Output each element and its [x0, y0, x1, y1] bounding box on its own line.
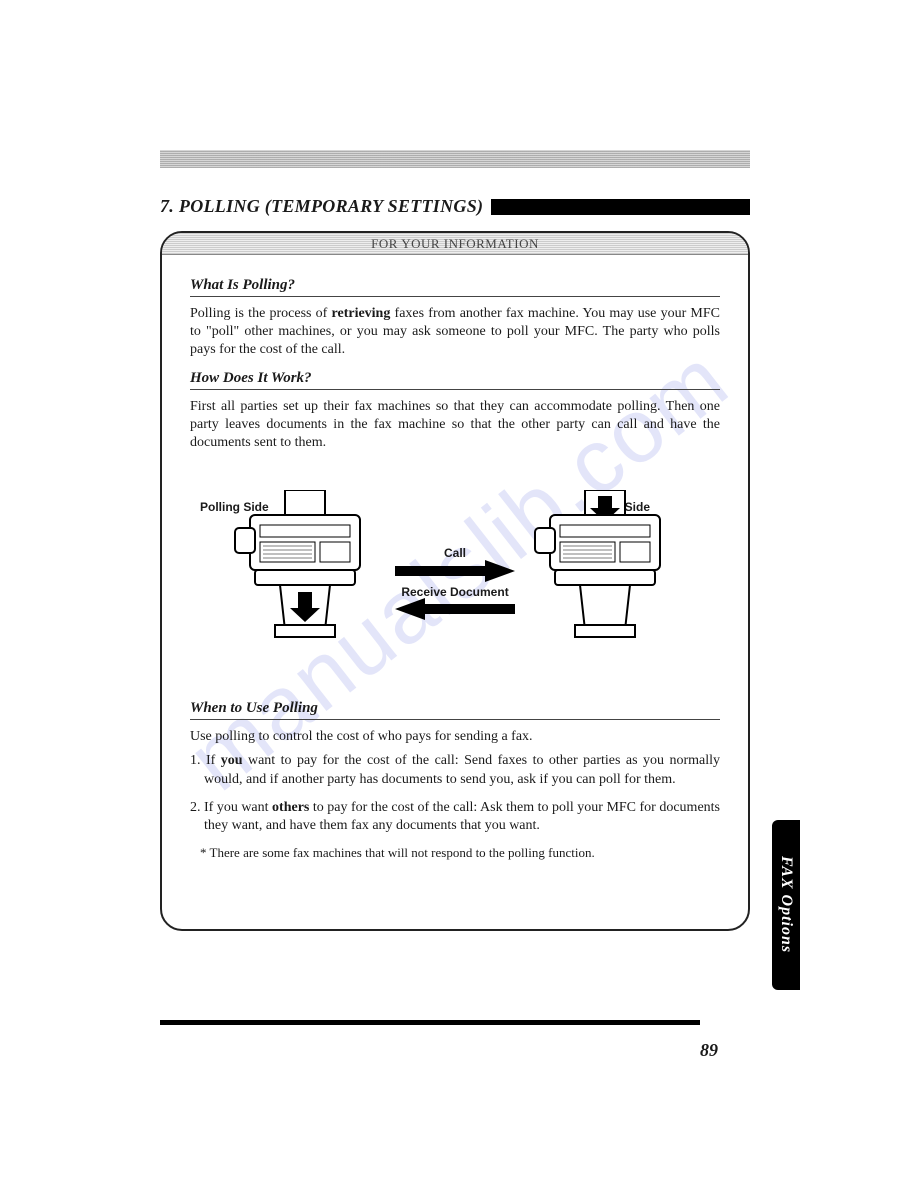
- text-span: 1. If: [190, 753, 221, 768]
- section-title-bar: [491, 199, 750, 215]
- info-box-body: What Is Polling? Polling is the process …: [162, 255, 748, 862]
- text-bold: you: [221, 753, 243, 768]
- fax-machine-left-icon: [230, 490, 380, 660]
- page-content: 7. POLLING (TEMPORARY SETTINGS) FOR YOUR…: [160, 150, 750, 931]
- fax-machine-right-icon: [530, 490, 680, 660]
- text-span: 2. If you want: [190, 800, 272, 815]
- side-tab-fax-options: FAX Options: [772, 820, 800, 990]
- section-title-row: 7. POLLING (TEMPORARY SETTINGS): [160, 196, 750, 217]
- heading-when-to-use-polling: When to Use Polling: [190, 700, 720, 720]
- paragraph-what-is-polling: Polling is the process of retrieving fax…: [190, 305, 720, 360]
- bottom-rule: [160, 1020, 700, 1025]
- text-bold: retrieving: [332, 306, 391, 321]
- text-span: want to pay for the cost of the call: Se…: [204, 753, 720, 786]
- list-item: 2. If you want others to pay for the cos…: [190, 799, 720, 835]
- paragraph-when-to-use: Use polling to control the cost of who p…: [190, 728, 720, 746]
- label-receive-document: Receive Document: [401, 585, 508, 599]
- text-bold: others: [272, 800, 309, 815]
- paragraph-how-does-it-work: First all parties set up their fax machi…: [190, 398, 720, 453]
- section-title: 7. POLLING (TEMPORARY SETTINGS): [160, 196, 491, 217]
- heading-how-does-it-work: How Does It Work?: [190, 370, 720, 390]
- info-box-header: FOR YOUR INFORMATION: [162, 233, 748, 255]
- text-span: Polling is the process of: [190, 306, 332, 321]
- heading-what-is-polling: What Is Polling?: [190, 277, 720, 297]
- footnote: * There are some fax machines that will …: [190, 845, 720, 862]
- polling-diagram: Polling Side Polled Side Call Receive Do…: [190, 470, 720, 690]
- arrow-left-icon: [395, 598, 515, 620]
- side-tab-label: FAX Options: [777, 856, 795, 953]
- arrow-right-icon: [395, 560, 515, 582]
- page-number: 89: [700, 1040, 718, 1061]
- label-call: Call: [444, 546, 466, 560]
- info-box: FOR YOUR INFORMATION What Is Polling? Po…: [160, 231, 750, 931]
- when-to-use-list: 1. If you want to pay for the cost of th…: [190, 752, 720, 835]
- list-item: 1. If you want to pay for the cost of th…: [190, 752, 720, 788]
- top-scan-band: [160, 150, 750, 168]
